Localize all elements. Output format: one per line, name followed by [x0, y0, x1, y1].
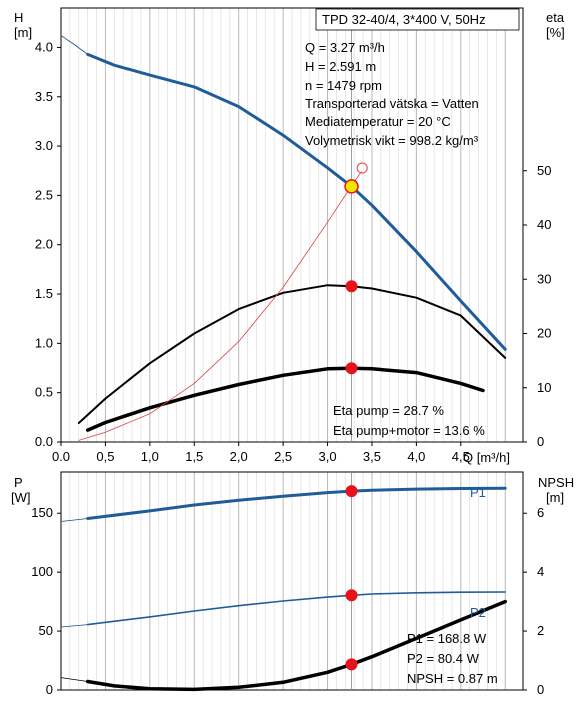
head-point	[344, 179, 359, 194]
bottom-right-axis-label: NPSH	[538, 475, 574, 490]
bottom-grid	[60, 472, 506, 690]
info-line: Volymetrisk vikt = 998.2 kg/m³	[305, 133, 479, 148]
y-tick-label-left: 0.0	[35, 434, 53, 449]
y-tick-label-right: 6	[537, 505, 544, 520]
y-tick-label-left: 4.0	[35, 39, 53, 54]
eta-pump-point	[345, 280, 358, 293]
top-chart: H [m] eta [%] Q [m³/h] 0.0 0.5 1.0 1.5 2.0 2.…	[14, 7, 565, 465]
series-line-P1	[86, 486, 507, 520]
series-line-P1_ext	[60, 518, 89, 522]
bottom-right-axis-unit: [m]	[546, 490, 564, 505]
npsh-point	[345, 658, 358, 671]
x-tick-label: 0,5	[96, 449, 114, 464]
series-line-NPSH	[85, 599, 507, 692]
p2-series-label: P2	[470, 605, 486, 620]
y-tick-label-left: 0	[46, 682, 53, 697]
y-tick-label-left: 2.0	[35, 237, 53, 252]
y-tick-label-left: 150	[31, 505, 53, 520]
bottom-series	[60, 486, 507, 692]
bottom-points	[345, 472, 358, 690]
p1-point	[345, 485, 358, 498]
y-tick-label-left: 3.5	[35, 89, 53, 104]
y-tick-label-right: 0	[537, 682, 544, 697]
p1-value-label: P1 = 168.8 W	[407, 631, 487, 646]
y-tick-label-right: 10	[537, 380, 551, 395]
top-ticks: 0.0 0.5 1.0 1.5 2.0 2.5 3.0 3.5 4.0 0 10 20 30 40 50 0.…	[35, 39, 552, 464]
info-lines: Q = 3.27 m³/h H = 2.591 m n = 1479 rpm T…	[305, 40, 479, 148]
top-points	[344, 8, 368, 442]
info-line: H = 2.591 m	[305, 59, 376, 74]
y-tick-label-right: 50	[537, 163, 551, 178]
x-tick-label: 2,5	[274, 449, 292, 464]
x-tick-label: 2,0	[230, 449, 248, 464]
series-line-eta_aux	[78, 171, 362, 441]
eta-total-label: Eta pump+motor = 13.6 %	[333, 423, 485, 438]
y-tick-label-left: 2.5	[35, 187, 53, 202]
eta-best-point	[356, 162, 368, 174]
bottom-left-axis-label: P	[14, 475, 23, 490]
y-tick-label-left: 50	[39, 623, 53, 638]
x-tick-label: 1,0	[141, 449, 159, 464]
bottom-plot-frame	[60, 471, 524, 691]
series-line-eta_pump	[77, 284, 507, 424]
p2-value-label: P2 = 80.4 W	[407, 651, 480, 666]
info-box	[315, 8, 520, 31]
info-line: Transporterad vätska = Vatten	[305, 96, 479, 111]
bottom-chart: P [W] NPSH [m] 0 50 100 150 0 2 4 6 P1 P2 P1 = …	[11, 471, 574, 697]
x-tick-label: 4,0	[407, 449, 425, 464]
top-left-axis-unit: [m]	[14, 25, 32, 40]
y-tick-label-left: 1.5	[35, 286, 53, 301]
y-tick-label-right: 30	[537, 271, 551, 286]
series-line-NPSH_ext	[60, 677, 89, 682]
x-tick-label: 3,5	[363, 449, 381, 464]
series-line-eta_total	[85, 366, 485, 432]
x-tick-label: 0.0	[52, 449, 70, 464]
x-tick-label: 3,0	[318, 449, 336, 464]
y-tick-label-right: 4	[537, 564, 544, 579]
x-axis-label: Q [m³/h]	[463, 450, 510, 465]
top-right-axis-unit: [%]	[546, 25, 565, 40]
series-line-H_ext	[60, 35, 89, 55]
p1-series-label: P1	[470, 485, 486, 500]
y-tick-label-right: 2	[537, 623, 544, 638]
y-tick-label-left: 1.0	[35, 335, 53, 350]
y-tick-label-right: 0	[537, 434, 544, 449]
x-tick-label: 4,5	[452, 449, 470, 464]
info-line: Mediatemperatur = 20 °C	[305, 114, 451, 129]
y-tick-label-left: 3.0	[35, 138, 53, 153]
info-box-title: TPD 32-40/4, 3*400 V, 50Hz	[322, 12, 486, 27]
y-tick-label-right: 20	[537, 326, 551, 341]
series-line-P2_ext	[60, 624, 89, 628]
eta-pump-label: Eta pump = 28.7 %	[333, 403, 444, 418]
bottom-labels: P1 = 168.8 W P2 = 80.4 W NPSH = 0.87 m	[407, 631, 498, 686]
info-line: Q = 3.27 m³/h	[305, 40, 385, 55]
y-tick-label-left: 0.5	[35, 385, 53, 400]
top-bottom-labels: Eta pump = 28.7 % Eta pump+motor = 13.6 …	[333, 403, 485, 438]
x-tick-label: 1,5	[185, 449, 203, 464]
top-left-axis-label: H	[14, 10, 23, 25]
y-tick-label-right: 40	[537, 217, 551, 232]
series-line-P2	[86, 591, 507, 626]
npsh-value-label: NPSH = 0.87 m	[407, 671, 498, 686]
series-line-H	[86, 52, 507, 351]
top-right-axis-label: eta	[546, 10, 565, 25]
info-line: n = 1479 rpm	[305, 78, 382, 93]
top-series	[60, 35, 507, 441]
bottom-ticks: 0 50 100 150 0 2 4 6	[31, 505, 544, 697]
y-tick-label-left: 100	[31, 564, 53, 579]
p2-point	[345, 589, 358, 602]
eta-total-point	[345, 362, 358, 375]
bottom-left-axis-unit: [W]	[11, 490, 31, 505]
